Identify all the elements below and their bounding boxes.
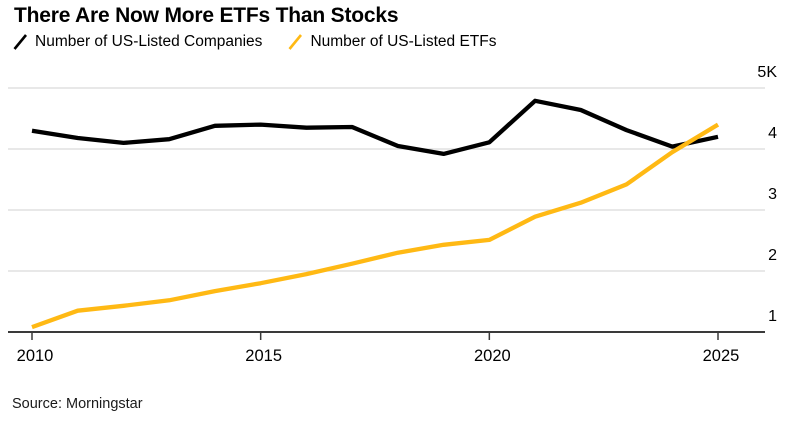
line-chart: 5K 4 3 2 1 2010 2015 2020 2025 — [8, 64, 777, 365]
x-tick-label: 2020 — [474, 347, 511, 365]
series-line-etfs — [31, 122, 720, 330]
legend-label-etfs: Number of US-Listed ETFs — [310, 33, 497, 50]
y-tick-label: 3 — [768, 186, 777, 203]
x-tick-label: 2010 — [17, 347, 54, 365]
y-tick-label: 5K — [757, 64, 777, 81]
plot-area: 5K 4 3 2 1 2010 2015 2020 2025 — [0, 56, 793, 376]
x-tick-label: 2025 — [703, 347, 740, 365]
legend-label-companies: Number of US-Listed Companies — [35, 33, 263, 50]
y-tick-label: 2 — [768, 247, 777, 264]
line-swatch-companies-icon — [13, 34, 28, 50]
source-note: Source: Morningstar — [12, 396, 143, 412]
line-swatch-etfs-icon — [288, 34, 303, 50]
y-tick-label: 4 — [768, 125, 777, 142]
legend: Number of US-Listed Companies Number of … — [13, 33, 497, 51]
legend-item-etfs: Number of US-Listed ETFs — [288, 33, 497, 51]
legend-item-companies: Number of US-Listed Companies — [13, 33, 262, 51]
series-line-companies — [31, 98, 719, 157]
y-tick-label: 1 — [768, 308, 777, 325]
chart-title: There Are Now More ETFs Than Stocks — [14, 4, 399, 27]
x-tick-label: 2015 — [245, 347, 282, 365]
